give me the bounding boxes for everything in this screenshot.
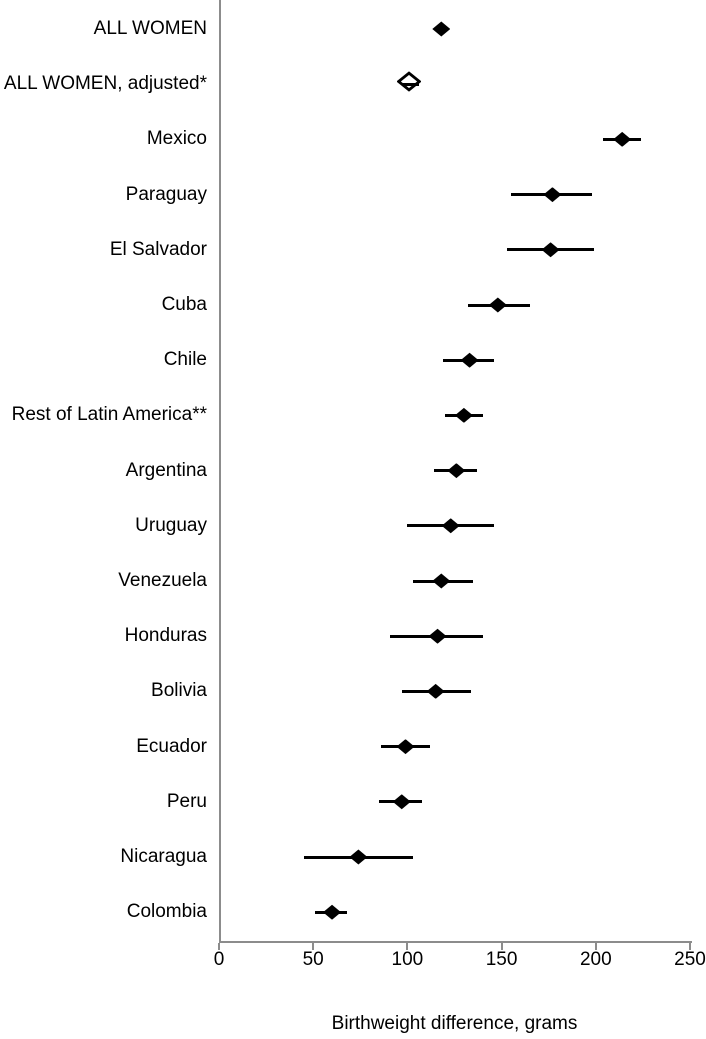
- row-label: Uruguay: [135, 514, 207, 536]
- x-axis-tick: [689, 943, 691, 950]
- point-marker-diamond: [349, 849, 368, 865]
- row-label: Nicaragua: [120, 846, 207, 867]
- row-label: Argentina: [125, 459, 207, 481]
- point-marker-diamond: [454, 407, 473, 423]
- x-tick-label: 100: [391, 949, 424, 970]
- point-marker-diamond: [441, 518, 460, 534]
- point-marker-diamond: [613, 131, 632, 147]
- point-marker-diamond: [323, 904, 342, 920]
- point-marker-diamond: [447, 463, 466, 479]
- row-label: Ecuador: [136, 735, 207, 757]
- point-marker-diamond: [460, 352, 479, 368]
- point-marker-diamond: [426, 683, 445, 699]
- x-axis-tick: [218, 943, 220, 950]
- row-label: Bolivia: [151, 680, 207, 702]
- row-label: Honduras: [124, 625, 207, 647]
- row-label: Rest of Latin America**: [11, 404, 207, 426]
- row-label: ALL WOMEN, adjusted*: [3, 73, 207, 95]
- x-tick-label: 200: [579, 949, 612, 970]
- row-label: El Salvador: [109, 238, 207, 260]
- point-marker-diamond: [396, 739, 415, 755]
- row-label: Chile: [163, 349, 207, 371]
- point-marker-diamond: [432, 21, 451, 37]
- row-label: ALL WOMEN: [93, 18, 207, 39]
- point-marker-diamond: [428, 628, 447, 644]
- x-axis-tick: [594, 943, 597, 950]
- x-tick-label: 50: [302, 949, 324, 970]
- row-label: Mexico: [146, 128, 207, 150]
- point-marker-diamond: [432, 573, 451, 589]
- x-tick-label: 150: [485, 949, 518, 970]
- row-label: Colombia: [126, 901, 207, 923]
- row-label: Cuba: [161, 294, 207, 315]
- x-axis-tick: [312, 943, 315, 950]
- open-diamond-icon: [396, 71, 422, 92]
- y-axis-line: [219, 0, 221, 941]
- point-marker-diamond: [543, 187, 562, 203]
- x-axis-line: [219, 941, 692, 943]
- ci-line: [401, 82, 419, 86]
- point-marker-diamond: [392, 794, 411, 810]
- x-axis-title: Birthweight difference, grams: [331, 1013, 578, 1034]
- point-marker-open-diamond: [396, 71, 422, 97]
- row-label: Peru: [166, 790, 207, 812]
- row-label: Paraguay: [125, 183, 207, 205]
- point-marker-diamond: [488, 297, 507, 313]
- x-axis-tick: [500, 943, 503, 950]
- row-label: Venezuela: [118, 570, 207, 591]
- x-axis-tick: [406, 943, 409, 950]
- point-marker-diamond: [541, 242, 560, 258]
- x-tick-label: 0: [213, 949, 225, 970]
- x-tick-label: 250: [674, 949, 706, 970]
